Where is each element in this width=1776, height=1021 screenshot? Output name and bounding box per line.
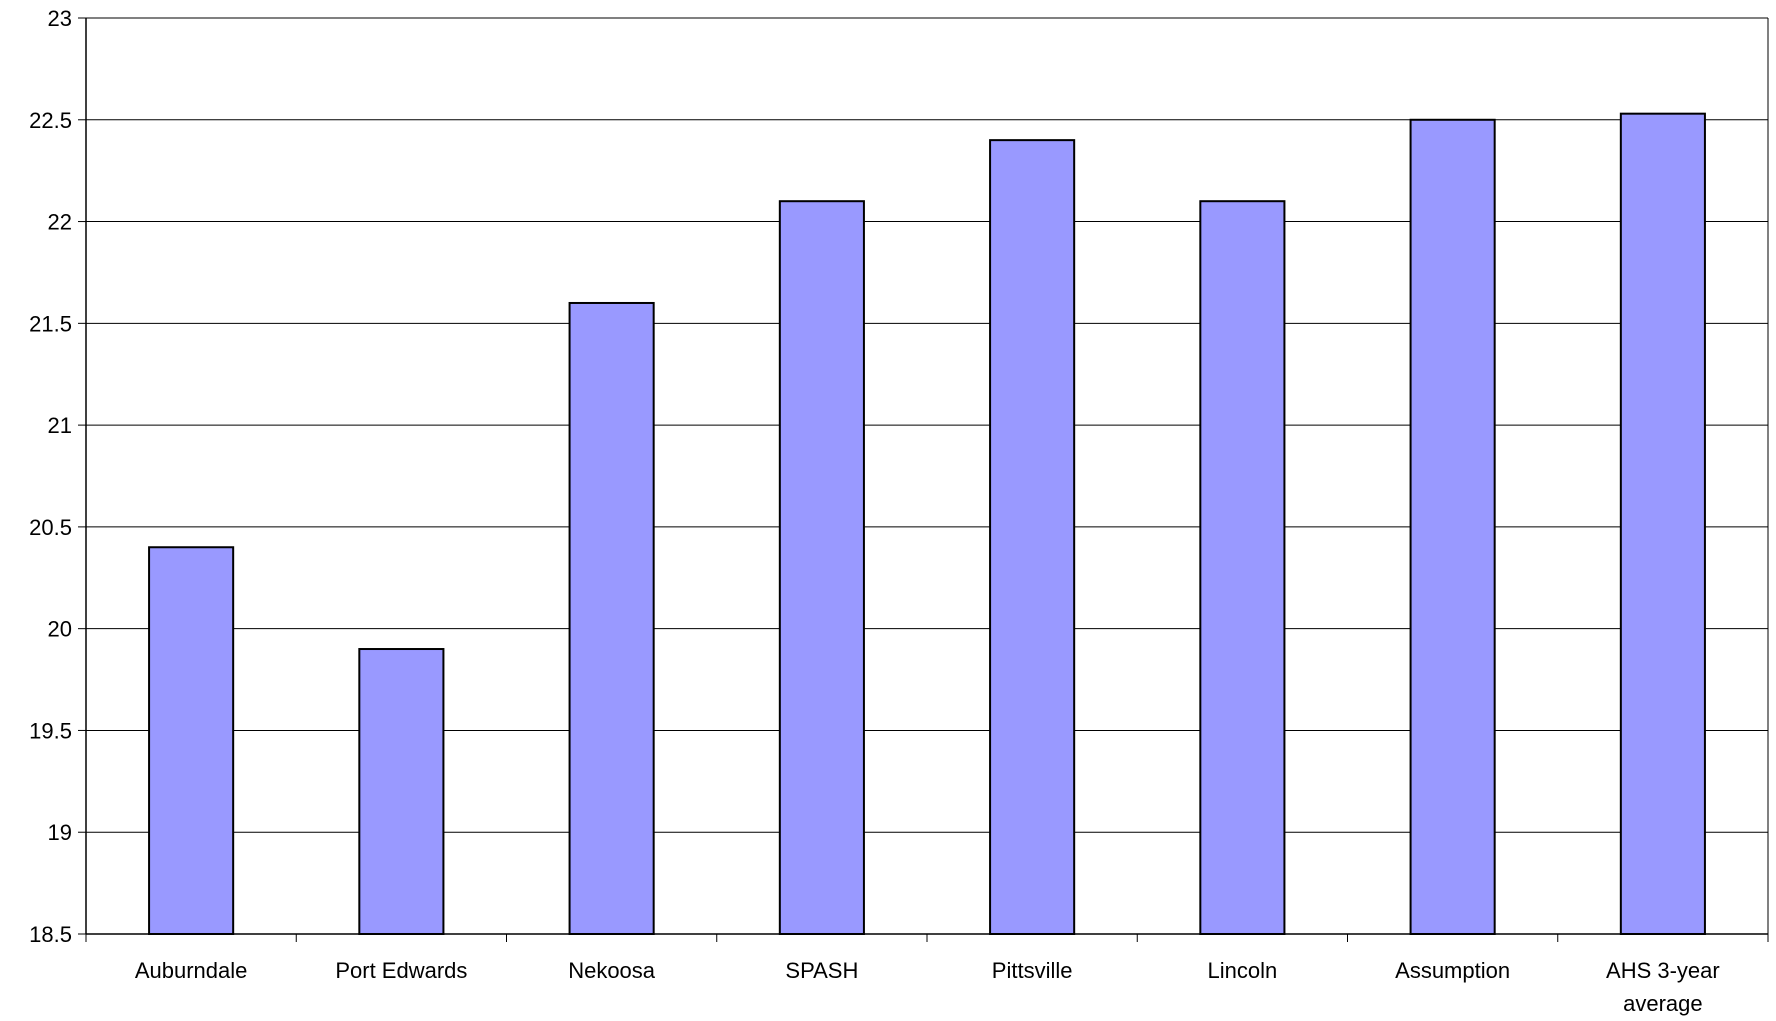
- x-tick-label-line: Pittsville: [992, 958, 1073, 983]
- bar-ahs-3-year-average: [1619, 112, 1706, 936]
- y-tick-label: 21: [48, 413, 72, 438]
- bar-pittsville: [989, 139, 1076, 935]
- gridlines: [86, 17, 1768, 935]
- axes: [78, 17, 1769, 942]
- y-tick-label: 20: [48, 617, 72, 642]
- bar-spash: [778, 200, 865, 935]
- x-tick-labels: Auburndale Port Edwards Nekoosa SPASH Pittsv…: [135, 958, 1720, 1016]
- x-tick-label-line: SPASH: [785, 958, 858, 983]
- bar-lincoln: [1199, 200, 1286, 935]
- bar-nekoosa: [568, 301, 655, 935]
- y-tick-label: 22: [48, 210, 72, 235]
- x-tick-label-line: Auburndale: [135, 958, 248, 983]
- y-tick-label: 20.5: [29, 515, 72, 540]
- x-tick-label: Nekoosa: [568, 958, 656, 983]
- x-tick-label: Pittsville: [992, 958, 1073, 983]
- bar-auburndale: [148, 546, 235, 935]
- y-tick-label: 19: [48, 820, 72, 845]
- x-tick-label-line: average: [1623, 991, 1703, 1016]
- x-tick-label: SPASH: [785, 958, 858, 983]
- y-tick-labels: 18.5 19 19.5 20 20.5 21 21.5 22 22.5 23: [29, 6, 72, 947]
- y-tick-label: 21.5: [29, 311, 72, 336]
- x-tick-label: Assumption: [1395, 958, 1510, 983]
- x-tick-label-line: Assumption: [1395, 958, 1510, 983]
- bar-port-edwards: [358, 648, 445, 935]
- x-tick-label: Auburndale: [135, 958, 248, 983]
- x-tick-label: Lincoln: [1208, 958, 1278, 983]
- x-tick-label-line: Lincoln: [1208, 958, 1278, 983]
- y-tick-label: 18.5: [29, 922, 72, 947]
- x-tick-label: Port Edwards: [335, 958, 467, 983]
- bars: [148, 112, 1706, 936]
- y-tick-label: 23: [48, 6, 72, 31]
- x-tick-label-line: Port Edwards: [335, 958, 467, 983]
- x-tick-label: AHS 3-year average: [1606, 958, 1720, 1016]
- x-tick-label-line: AHS 3-year: [1606, 958, 1720, 983]
- x-tick-label-line: Nekoosa: [568, 958, 656, 983]
- y-tick-label: 22.5: [29, 108, 72, 133]
- y-tick-label: 19.5: [29, 718, 72, 743]
- bar-assumption: [1409, 118, 1496, 936]
